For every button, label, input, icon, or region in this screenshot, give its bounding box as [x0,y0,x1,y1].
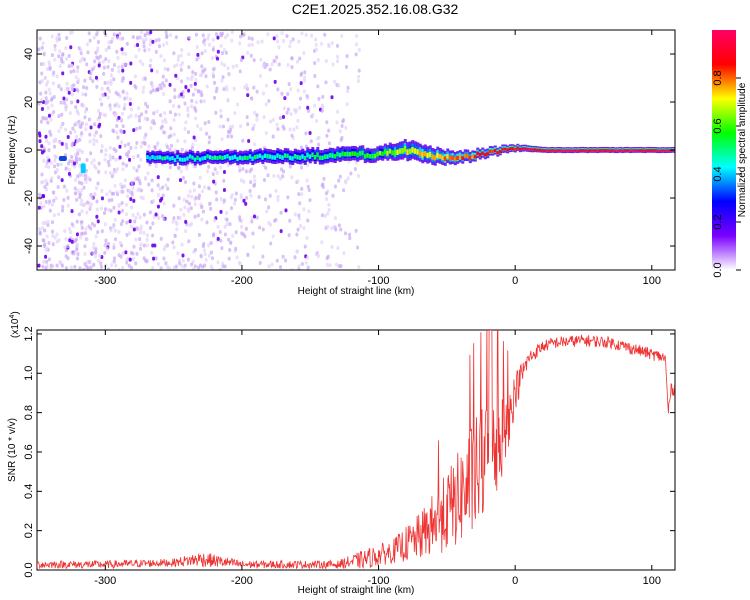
x-tick-label: -300 [94,575,116,587]
snr-scale-label: (x104) [9,311,21,338]
y-tick-label: 0.0 [23,562,35,577]
y-tick-label: -20 [23,190,35,206]
y-tick-label: 1.2 [23,326,35,341]
x-tick-label: -200 [231,275,253,287]
figure-title: C2E1.2025.352.16.08.G32 [292,1,459,17]
y-tick-label: 1.0 [23,366,35,381]
colorbar-tick-label: 0.4 [712,166,724,181]
spectrogram-noise-layer [37,30,361,270]
x-tick-label: -100 [368,275,390,287]
y-tick-label: 0.6 [23,444,35,459]
y-tick-label: 40 [23,48,35,60]
x-tick-label: 0 [512,275,518,287]
x-tick-label: -100 [368,575,390,587]
spectrogram-x-ticks: -300 -200 -100 0 100 [94,30,661,287]
snr-series-line [37,330,675,570]
colorbar-tick-label: 0.8 [712,70,724,85]
y-tick-label: 0 [23,147,35,153]
snr-y-label: SNR (10 * v/v) [7,418,18,482]
colorbar-ticks: 0.0 0.2 0.4 0.6 0.8 [712,70,741,278]
y-tick-label: 0.2 [23,523,35,538]
colorbar-tick-label: 0.6 [712,118,724,133]
y-tick-label: 0.8 [23,405,35,420]
snr-panel: -300 -200 -100 0 100 1.2 1.0 0.8 0.6 0.4 0.2 0.0 H… [7,311,676,596]
spectrogram-x-label: Height of straight line (km) [298,286,415,297]
spectrogram-panel: -300 -200 -100 0 100 40 20 0 -20 -40 Height of s… [7,29,676,297]
colorbar: 0.0 0.2 0.4 0.6 0.8 Normalized spectral ampl… [712,30,748,278]
x-tick-label: -200 [231,575,253,587]
x-tick-label: -300 [94,275,116,287]
snr-frame [36,329,676,571]
spectrogram-y-ticks: 40 20 0 -20 -40 [23,48,675,254]
y-tick-label: -40 [23,238,35,254]
x-tick-label: 0 [512,575,518,587]
snr-x-label: Height of straight line (km) [298,585,415,596]
colorbar-label: Normalized spectral amplitude [737,82,748,217]
y-tick-label: 0.4 [23,484,35,499]
y-tick-label: 20 [23,96,35,108]
x-tick-label: 100 [643,275,661,287]
x-tick-label: 100 [643,575,661,587]
snr-y-ticks: 1.2 1.0 0.8 0.6 0.4 0.2 0.0 [23,326,675,578]
colorbar-tick-label: 0.2 [712,214,724,229]
colorbar-gradient [712,30,736,270]
spectrogram-y-label: Frequency (Hz) [7,116,18,185]
colorbar-tick-label: 0.0 [712,262,724,277]
snr-x-ticks: -300 -200 -100 0 100 [94,330,661,587]
